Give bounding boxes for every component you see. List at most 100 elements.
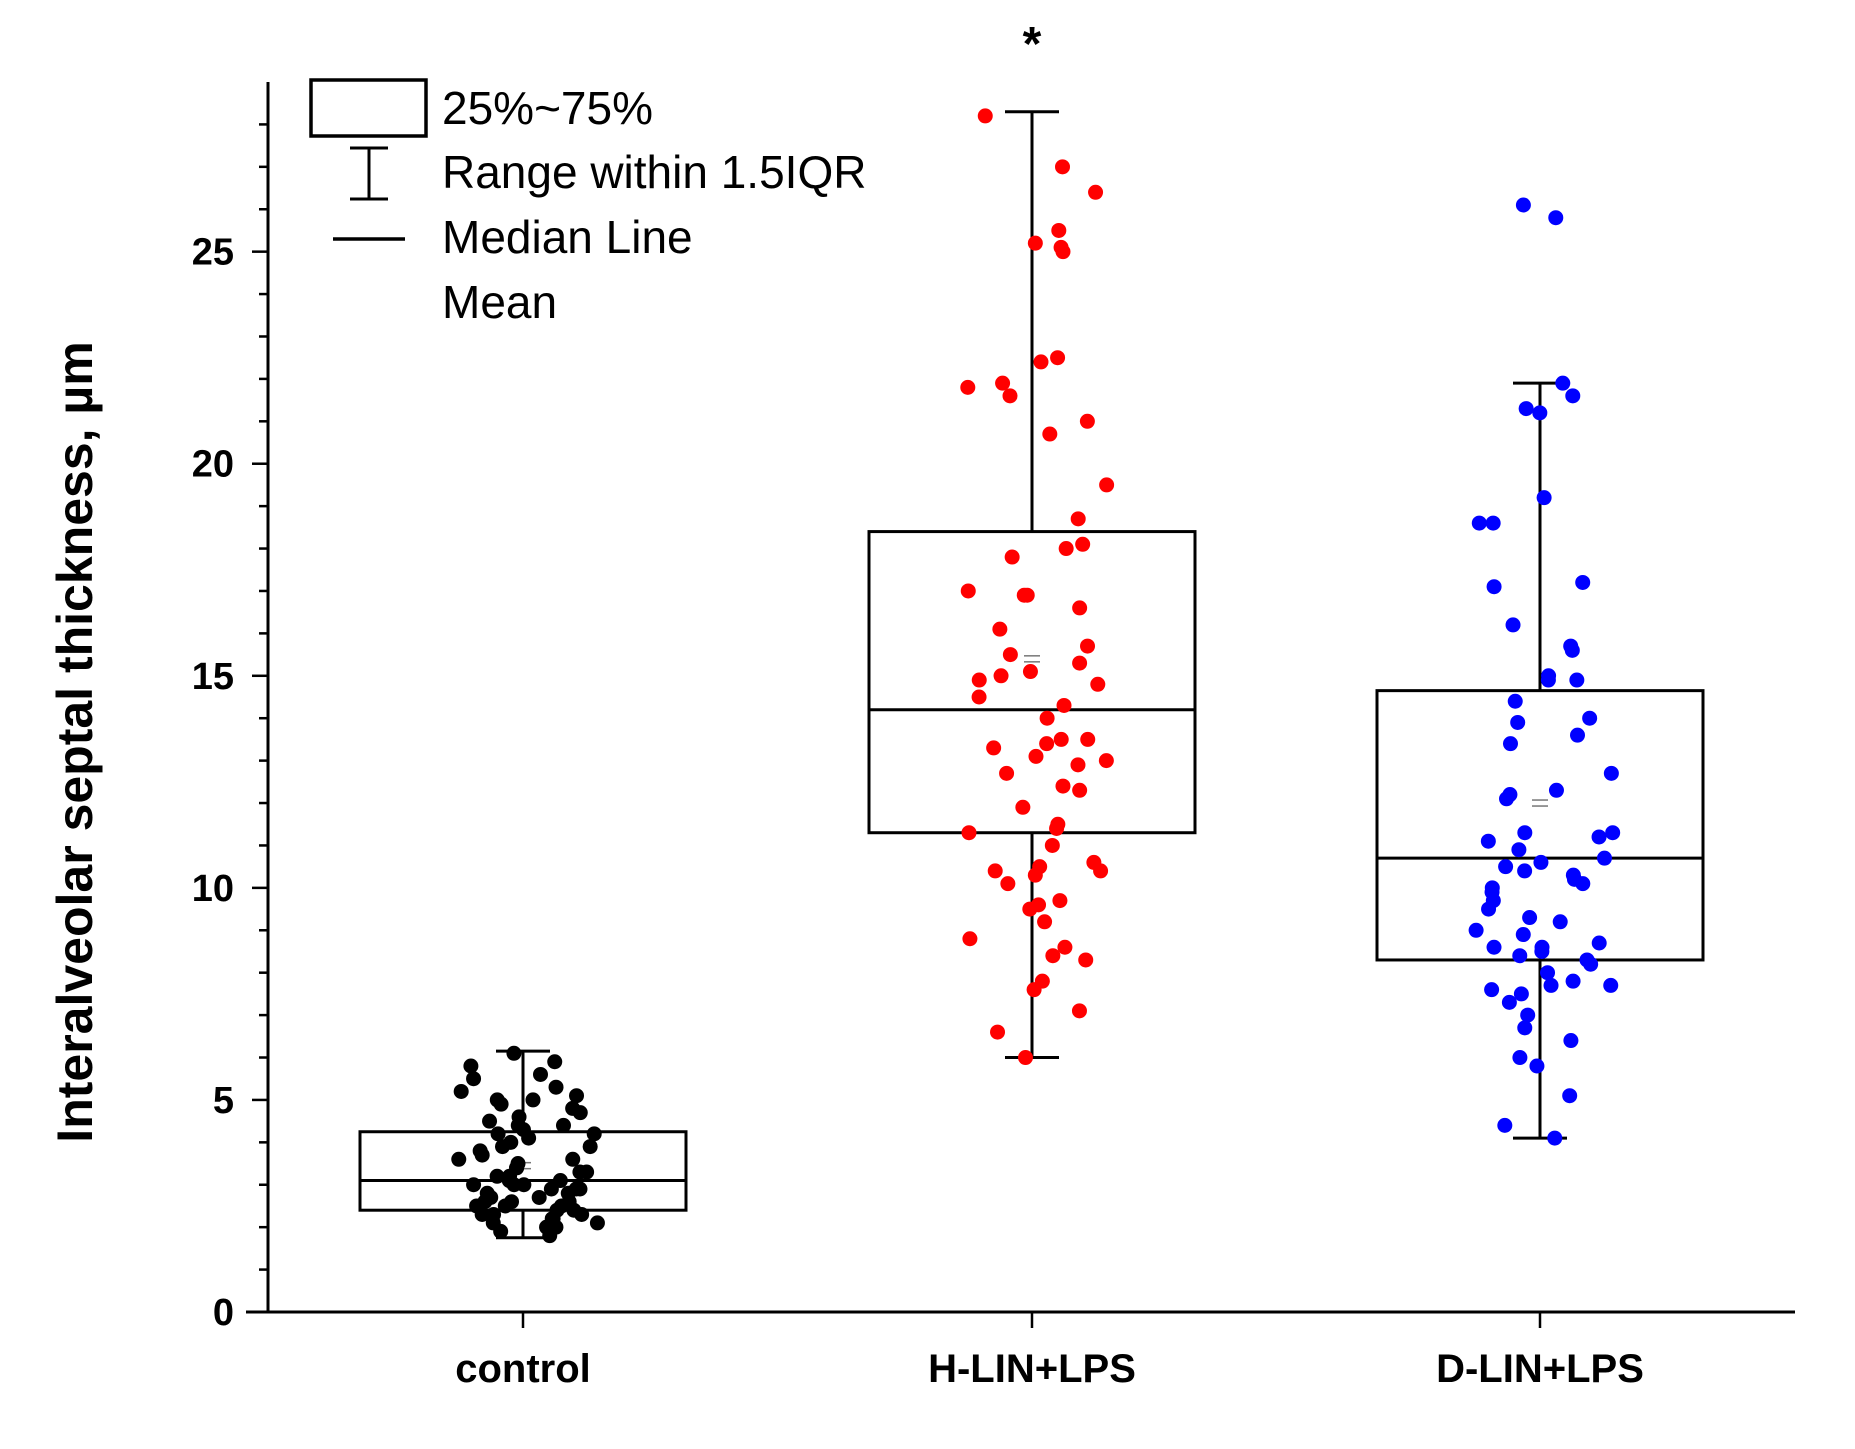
data-point-3-64 [1518,401,1534,417]
data-point-3-11 [1484,982,1500,998]
data-point-2-34 [1080,731,1096,747]
data-point-3-38 [1511,842,1527,858]
data-point-1-66 [489,1092,505,1108]
data-point-2-5 [1034,973,1050,989]
data-point-1-55 [504,1194,520,1210]
data-point-3-23 [1515,927,1531,943]
data-point-1-33 [472,1143,488,1159]
data-point-1-45 [525,1092,541,1108]
data-point-3-42 [1605,825,1621,841]
legend-label-range: Range within 1.5IQR [442,146,866,198]
data-point-2-21 [961,825,977,841]
data-point-3-2 [1497,1117,1513,1133]
data-point-2-7 [1045,948,1061,964]
data-point-2-54 [1099,477,1115,493]
data-point-2-66 [1088,184,1104,200]
data-point-3-45 [1548,782,1564,798]
significance-marker: * [1023,18,1042,71]
data-point-1-57 [509,1160,525,1176]
data-point-3-68 [1515,197,1531,213]
data-point-3-9 [1501,994,1517,1010]
data-point-2-19 [1086,854,1102,870]
data-point-3-20 [1534,939,1550,955]
data-point-2-59 [995,375,1011,391]
data-point-2-44 [1080,638,1096,654]
data-point-2-65 [1051,222,1067,238]
data-point-1-39 [555,1117,571,1133]
data-point-2-38 [1090,676,1106,692]
data-point-2-56 [1079,413,1095,429]
data-point-1-50 [463,1058,479,1074]
data-point-3-7 [1517,1020,1533,1036]
data-point-2-41 [1022,664,1038,680]
data-point-1-48 [466,1071,482,1087]
data-point-3-15 [1540,965,1556,981]
data-point-3-3 [1562,1088,1578,1104]
data-point-1-58 [582,1139,598,1155]
data-point-3-14 [1565,973,1581,989]
data-point-2-28 [1070,757,1086,773]
data-point-2-68 [977,108,993,124]
data-point-2-61 [1050,350,1066,366]
y-tick-label-25: 25 [192,232,234,274]
data-point-3-12 [1543,977,1559,993]
data-point-3-26 [1522,910,1538,926]
data-point-3-39 [1480,833,1496,849]
x-category-label-1: control [455,1347,591,1391]
data-point-3-63 [1532,405,1548,421]
x-category-label-2: H-LIN+LPS [928,1347,1136,1391]
data-point-3-44 [1502,787,1518,803]
data-point-2-6 [1078,952,1094,968]
data-point-3-51 [1507,693,1523,709]
data-point-3-36 [1533,854,1549,870]
data-point-3-46 [1603,765,1619,781]
iqr-box-3 [1375,689,1705,962]
data-point-2-24 [1015,799,1031,815]
data-point-2-18 [1032,859,1048,875]
data-point-2-60 [1033,354,1049,370]
data-point-2-51 [1058,541,1074,557]
data-point-3-62 [1536,490,1552,506]
data-point-3-54 [1541,668,1557,684]
data-point-2-25 [1072,782,1088,798]
data-point-1-25 [489,1168,505,1184]
data-point-2-13 [1052,893,1068,909]
data-point-3-4 [1529,1058,1545,1074]
data-point-1-40 [482,1113,498,1129]
data-point-3-59 [1575,574,1591,590]
y-tick-label-0: 0 [213,1292,234,1334]
data-point-2-67 [1055,159,1071,175]
y-tick-label-20: 20 [192,444,234,486]
data-point-1-59 [510,1117,526,1133]
data-point-3-5 [1512,1050,1528,1066]
data-point-2-33 [1053,731,1069,747]
data-point-3-10 [1513,986,1529,1002]
data-point-3-21 [1486,939,1502,955]
data-point-2-14 [1000,876,1016,892]
data-point-3-8 [1520,1007,1536,1023]
data-point-2-58 [960,379,976,395]
data-point-1-53 [548,1219,564,1235]
data-point-1-20 [568,1181,584,1197]
y-tick-label-10: 10 [192,868,234,910]
data-point-1-15 [531,1189,547,1205]
data-point-3-17 [1579,952,1595,968]
data-point-3-56 [1563,638,1579,654]
data-point-2-32 [1039,736,1055,752]
y-tick-label-15: 15 [192,656,234,698]
data-point-2-10 [1037,914,1053,930]
data-point-1-37 [586,1126,602,1142]
data-point-1-28 [572,1164,588,1180]
data-point-2-55 [1042,426,1058,442]
legend-label-iqr: 25%~75% [442,82,653,134]
data-point-1-63 [543,1181,559,1197]
data-point-3-6 [1563,1033,1579,1049]
data-point-3-13 [1603,977,1619,993]
data-point-2-40 [993,668,1009,684]
data-point-1-46 [569,1088,585,1104]
data-point-2-23 [1050,816,1066,832]
data-point-2-35 [1039,710,1055,726]
data-point-2-49 [960,583,976,599]
data-point-2-52 [1075,536,1091,552]
